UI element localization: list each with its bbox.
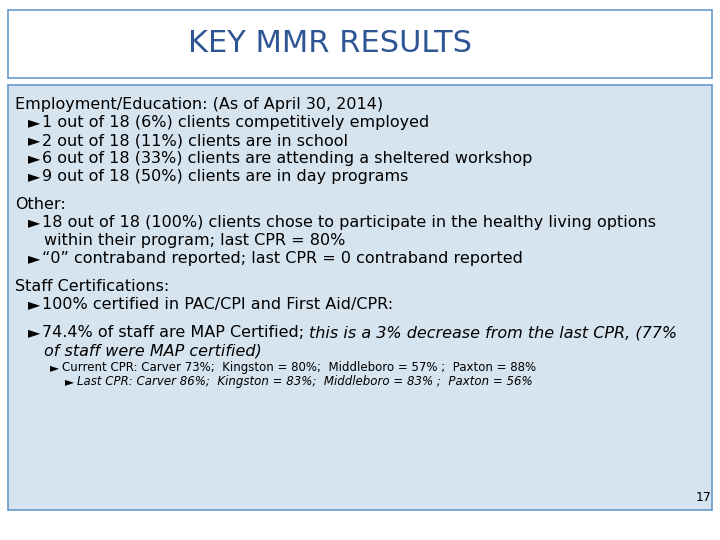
Text: Staff Certifications:: Staff Certifications: xyxy=(15,279,169,294)
Text: “0” contraband reported; last CPR = 0 contraband reported: “0” contraband reported; last CPR = 0 co… xyxy=(42,251,523,266)
FancyBboxPatch shape xyxy=(8,10,712,78)
Text: Employment/Education: (As of April 30, 2014): Employment/Education: (As of April 30, 2… xyxy=(15,97,383,112)
Text: ►: ► xyxy=(28,215,40,230)
Text: Last CPR: Carver 86%;  Kingston = 83%;  Middleboro = 83% ;  Paxton = 56%: Last CPR: Carver 86%; Kingston = 83%; Mi… xyxy=(77,375,533,388)
Text: this is a 3% decrease from the last CPR, (77%: this is a 3% decrease from the last CPR,… xyxy=(310,325,678,340)
Text: ►: ► xyxy=(28,297,40,312)
Text: 6 out of 18 (33%) clients are attending a sheltered workshop: 6 out of 18 (33%) clients are attending … xyxy=(42,151,532,166)
Text: ►: ► xyxy=(65,375,74,388)
Text: 2 out of 18 (11%) clients are in school: 2 out of 18 (11%) clients are in school xyxy=(42,133,348,148)
Text: 1 out of 18 (6%) clients competitively employed: 1 out of 18 (6%) clients competitively e… xyxy=(42,115,429,130)
Text: within their program; last CPR = 80%: within their program; last CPR = 80% xyxy=(44,233,346,248)
Text: Other:: Other: xyxy=(15,197,66,212)
Text: ►: ► xyxy=(28,251,40,266)
Text: ►: ► xyxy=(28,325,40,340)
FancyBboxPatch shape xyxy=(8,85,712,510)
Text: 18 out of 18 (100%) clients chose to participate in the healthy living options: 18 out of 18 (100%) clients chose to par… xyxy=(42,215,656,230)
Text: 17: 17 xyxy=(696,491,712,504)
Text: Current CPR: Carver 73%;  Kingston = 80%;  Middleboro = 57% ;  Paxton = 88%: Current CPR: Carver 73%; Kingston = 80%;… xyxy=(62,361,536,374)
Text: KEY MMR RESULTS: KEY MMR RESULTS xyxy=(188,30,472,58)
Text: 9 out of 18 (50%) clients are in day programs: 9 out of 18 (50%) clients are in day pro… xyxy=(42,169,408,184)
Text: of staff were MAP certified): of staff were MAP certified) xyxy=(44,343,262,358)
Text: ►: ► xyxy=(28,133,40,148)
Text: 100% certified in PAC/CPI and First Aid/CPR:: 100% certified in PAC/CPI and First Aid/… xyxy=(42,297,393,312)
Text: 74.4% of staff are MAP Certified;: 74.4% of staff are MAP Certified; xyxy=(42,325,310,340)
Text: ►: ► xyxy=(28,115,40,130)
Text: ►: ► xyxy=(50,361,59,374)
Text: ►: ► xyxy=(28,169,40,184)
Text: ►: ► xyxy=(28,151,40,166)
